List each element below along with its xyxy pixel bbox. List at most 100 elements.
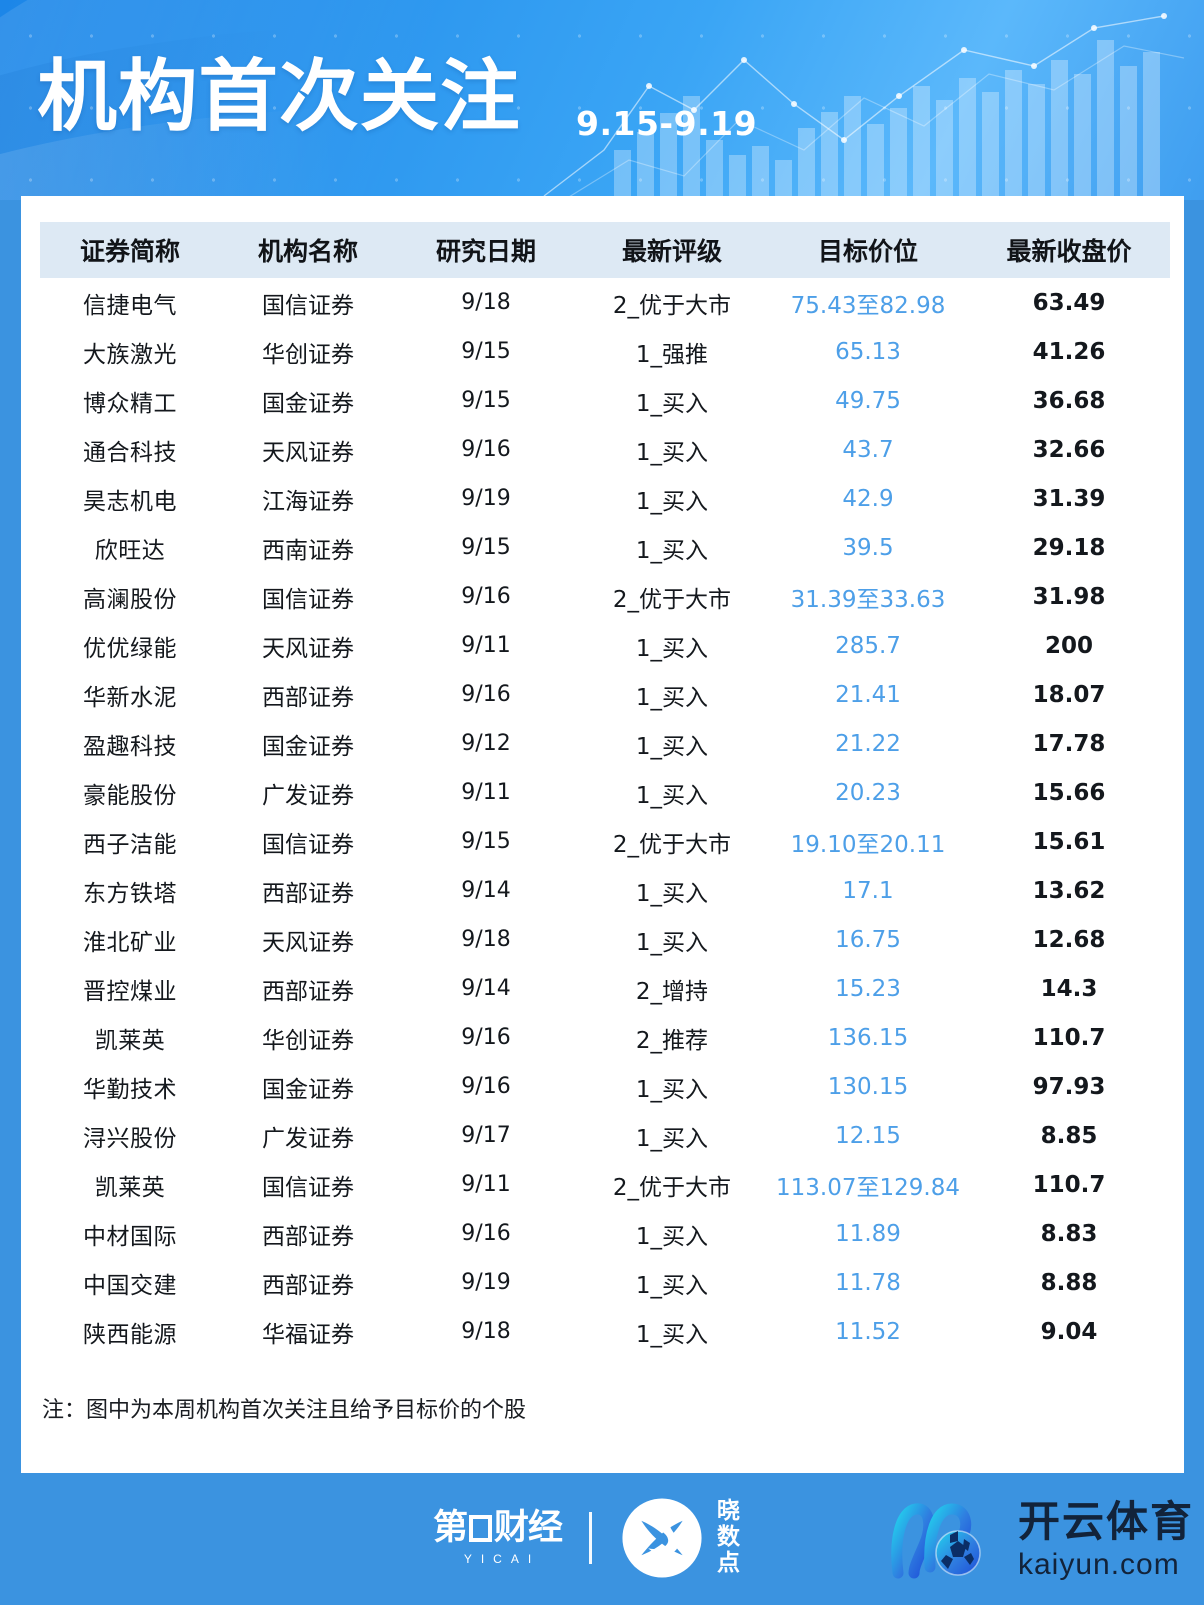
table-row: 大族激光 华创证券 9/15 1_强推 65.13 41.26: [40, 327, 1170, 376]
cell-latest-close: 15.66: [1032, 779, 1106, 806]
table-row: 优优绿能 天风证券 9/11 1_买入 285.7 200: [40, 621, 1170, 670]
cell-security-name: 晋控煤业: [83, 978, 177, 1005]
table-row: 高澜股份 国信证券 9/16 2_优于大市 31.39至33.63 31.98: [40, 572, 1170, 621]
column-header-latest-close: 最新收盘价: [968, 222, 1170, 278]
cell-security-name: 盈趣科技: [83, 733, 177, 760]
table-row: 通合科技 天风证券 9/16 1_买入 43.7 32.66: [40, 425, 1170, 474]
cell-institution: 西部证券: [262, 880, 354, 907]
cell-institution: 西部证券: [262, 978, 354, 1005]
table-row: 浔兴股份 广发证券 9/17 1_买入 12.15 8.85: [40, 1111, 1170, 1160]
cell-research-date: 9/14: [461, 976, 511, 1001]
cell-research-date: 9/16: [461, 437, 511, 462]
kaiyun-brand-en: kaiyun.com: [1018, 1547, 1180, 1581]
cell-latest-rating: 1_买入: [635, 390, 709, 417]
cell-latest-close: 31.98: [1032, 583, 1106, 610]
cell-latest-rating: 1_买入: [635, 929, 709, 956]
cell-latest-close: 9.04: [1040, 1318, 1098, 1345]
cell-latest-close: 110.7: [1032, 1171, 1106, 1198]
cell-security-name: 西子洁能: [83, 831, 177, 858]
cell-research-date: 9/11: [461, 780, 511, 805]
brand-divider: [589, 1512, 593, 1564]
kaiyun-logo-icon: [891, 1503, 981, 1579]
yicai-logo: 第 财经 YICAI: [433, 1507, 563, 1566]
cell-target-price: 39.5: [842, 534, 894, 561]
table-row: 中材国际 西部证券 9/16 1_买入 11.89 8.83: [40, 1209, 1170, 1258]
cell-security-name: 华新水泥: [83, 684, 177, 711]
kaiyun-text-group: 开云体育 kaiyun.com: [1018, 1500, 1194, 1581]
cell-security-name: 博众精工: [83, 390, 177, 417]
table-row: 信捷电气 国信证券 9/18 2_优于大市 75.43至82.98 63.49: [40, 278, 1170, 327]
table-body: 信捷电气 国信证券 9/18 2_优于大市 75.43至82.98 63.49 大族激光 华创…: [40, 278, 1170, 1356]
table-row: 中国交建 西部证券 9/19 1_买入 11.78 8.88: [40, 1258, 1170, 1307]
cell-latest-close: 63.49: [1032, 289, 1106, 316]
cell-latest-close: 8.83: [1040, 1220, 1098, 1247]
date-range-label: 9.15-9.19: [576, 104, 758, 143]
yicai-logo-en: YICAI: [463, 1551, 541, 1566]
cell-latest-rating: 2_推荐: [635, 1027, 709, 1054]
cell-research-date: 9/12: [461, 731, 511, 756]
cell-latest-rating: 1_买入: [635, 733, 709, 760]
table-row: 昊志机电 江海证券 9/19 1_买入 42.9 31.39: [40, 474, 1170, 523]
cell-target-price: 130.15: [827, 1073, 909, 1100]
cell-latest-close: 97.93: [1032, 1073, 1106, 1100]
cell-target-price: 113.07至129.84: [776, 1174, 960, 1201]
cell-latest-rating: 1_强推: [635, 341, 709, 368]
cell-target-price: 43.7: [842, 436, 894, 463]
cell-target-price: 20.23: [835, 779, 901, 806]
cell-security-name: 华勤技术: [83, 1076, 177, 1103]
xiaoshudian-logo: 晓数点: [619, 1495, 740, 1581]
cell-research-date: 9/11: [461, 1172, 511, 1197]
cell-institution: 华福证券: [262, 1321, 354, 1348]
cell-latest-close: 36.68: [1032, 387, 1106, 414]
cell-latest-rating: 2_优于大市: [612, 292, 732, 319]
cell-latest-rating: 2_优于大市: [612, 1174, 732, 1201]
column-header-security-name: 证券简称: [40, 222, 220, 278]
cell-research-date: 9/15: [461, 535, 511, 560]
cell-latest-rating: 2_优于大市: [612, 586, 732, 613]
cell-latest-close: 15.61: [1032, 828, 1106, 855]
cell-latest-rating: 1_买入: [635, 488, 709, 515]
cell-target-price: 15.23: [835, 975, 901, 1002]
cell-research-date: 9/18: [461, 290, 511, 315]
header-banner: 机构首次关注 9.15-9.19: [0, 0, 1204, 200]
cell-institution: 国信证券: [262, 292, 354, 319]
cell-research-date: 9/19: [461, 486, 511, 511]
cell-research-date: 9/18: [461, 927, 511, 952]
cell-latest-rating: 1_买入: [635, 782, 709, 809]
cell-latest-rating: 1_买入: [635, 537, 709, 564]
cell-target-price: 19.10至20.11: [790, 831, 946, 858]
yicai-logo-cn-right: 财经: [494, 1507, 563, 1548]
page-title: 机构首次关注: [37, 52, 521, 142]
cell-target-price: 17.1: [842, 877, 894, 904]
banner-chart-decor-icon: [543, 13, 1185, 200]
cell-security-name: 通合科技: [83, 439, 177, 466]
cell-research-date: 9/15: [461, 339, 511, 364]
column-header-latest-rating: 最新评级: [576, 222, 768, 278]
table-row: 凯莱英 华创证券 9/16 2_推荐 136.15 110.7: [40, 1013, 1170, 1062]
cell-latest-close: 17.78: [1032, 730, 1106, 757]
yicai-logo-square-icon: [469, 1514, 493, 1542]
cell-latest-close: 29.18: [1032, 534, 1106, 561]
cell-institution: 国信证券: [262, 831, 354, 858]
cell-research-date: 9/16: [461, 1221, 511, 1246]
cell-latest-close: 41.26: [1032, 338, 1106, 365]
table-row: 博众精工 国金证券 9/15 1_买入 49.75 36.68: [40, 376, 1170, 425]
cell-latest-close: 31.39: [1032, 485, 1106, 512]
cell-institution: 国信证券: [262, 1174, 354, 1201]
cell-research-date: 9/17: [461, 1123, 511, 1148]
cell-target-price: 16.75: [835, 926, 901, 953]
table-row: 华新水泥 西部证券 9/16 1_买入 21.41 18.07: [40, 670, 1170, 719]
table-footnote: 注：图中为本周机构首次关注且给予目标价的个股: [42, 1398, 527, 1423]
cell-security-name: 陕西能源: [83, 1321, 177, 1348]
table-row: 东方铁塔 西部证券 9/14 1_买入 17.1 13.62: [40, 866, 1170, 915]
cell-latest-rating: 1_买入: [635, 635, 709, 662]
cell-latest-rating: 1_买入: [635, 439, 709, 466]
cell-security-name: 信捷电气: [83, 292, 177, 319]
table-row: 凯莱英 国信证券 9/11 2_优于大市 113.07至129.84 110.7: [40, 1160, 1170, 1209]
cell-security-name: 凯莱英: [94, 1174, 166, 1201]
cell-latest-close: 8.85: [1040, 1122, 1098, 1149]
column-header-institution: 机构名称: [220, 222, 396, 278]
kaiyun-watermark: 开云体育 kaiyun.com: [884, 1495, 1194, 1585]
cell-research-date: 9/15: [461, 388, 511, 413]
banner-dot-pattern: [0, 0, 1204, 200]
